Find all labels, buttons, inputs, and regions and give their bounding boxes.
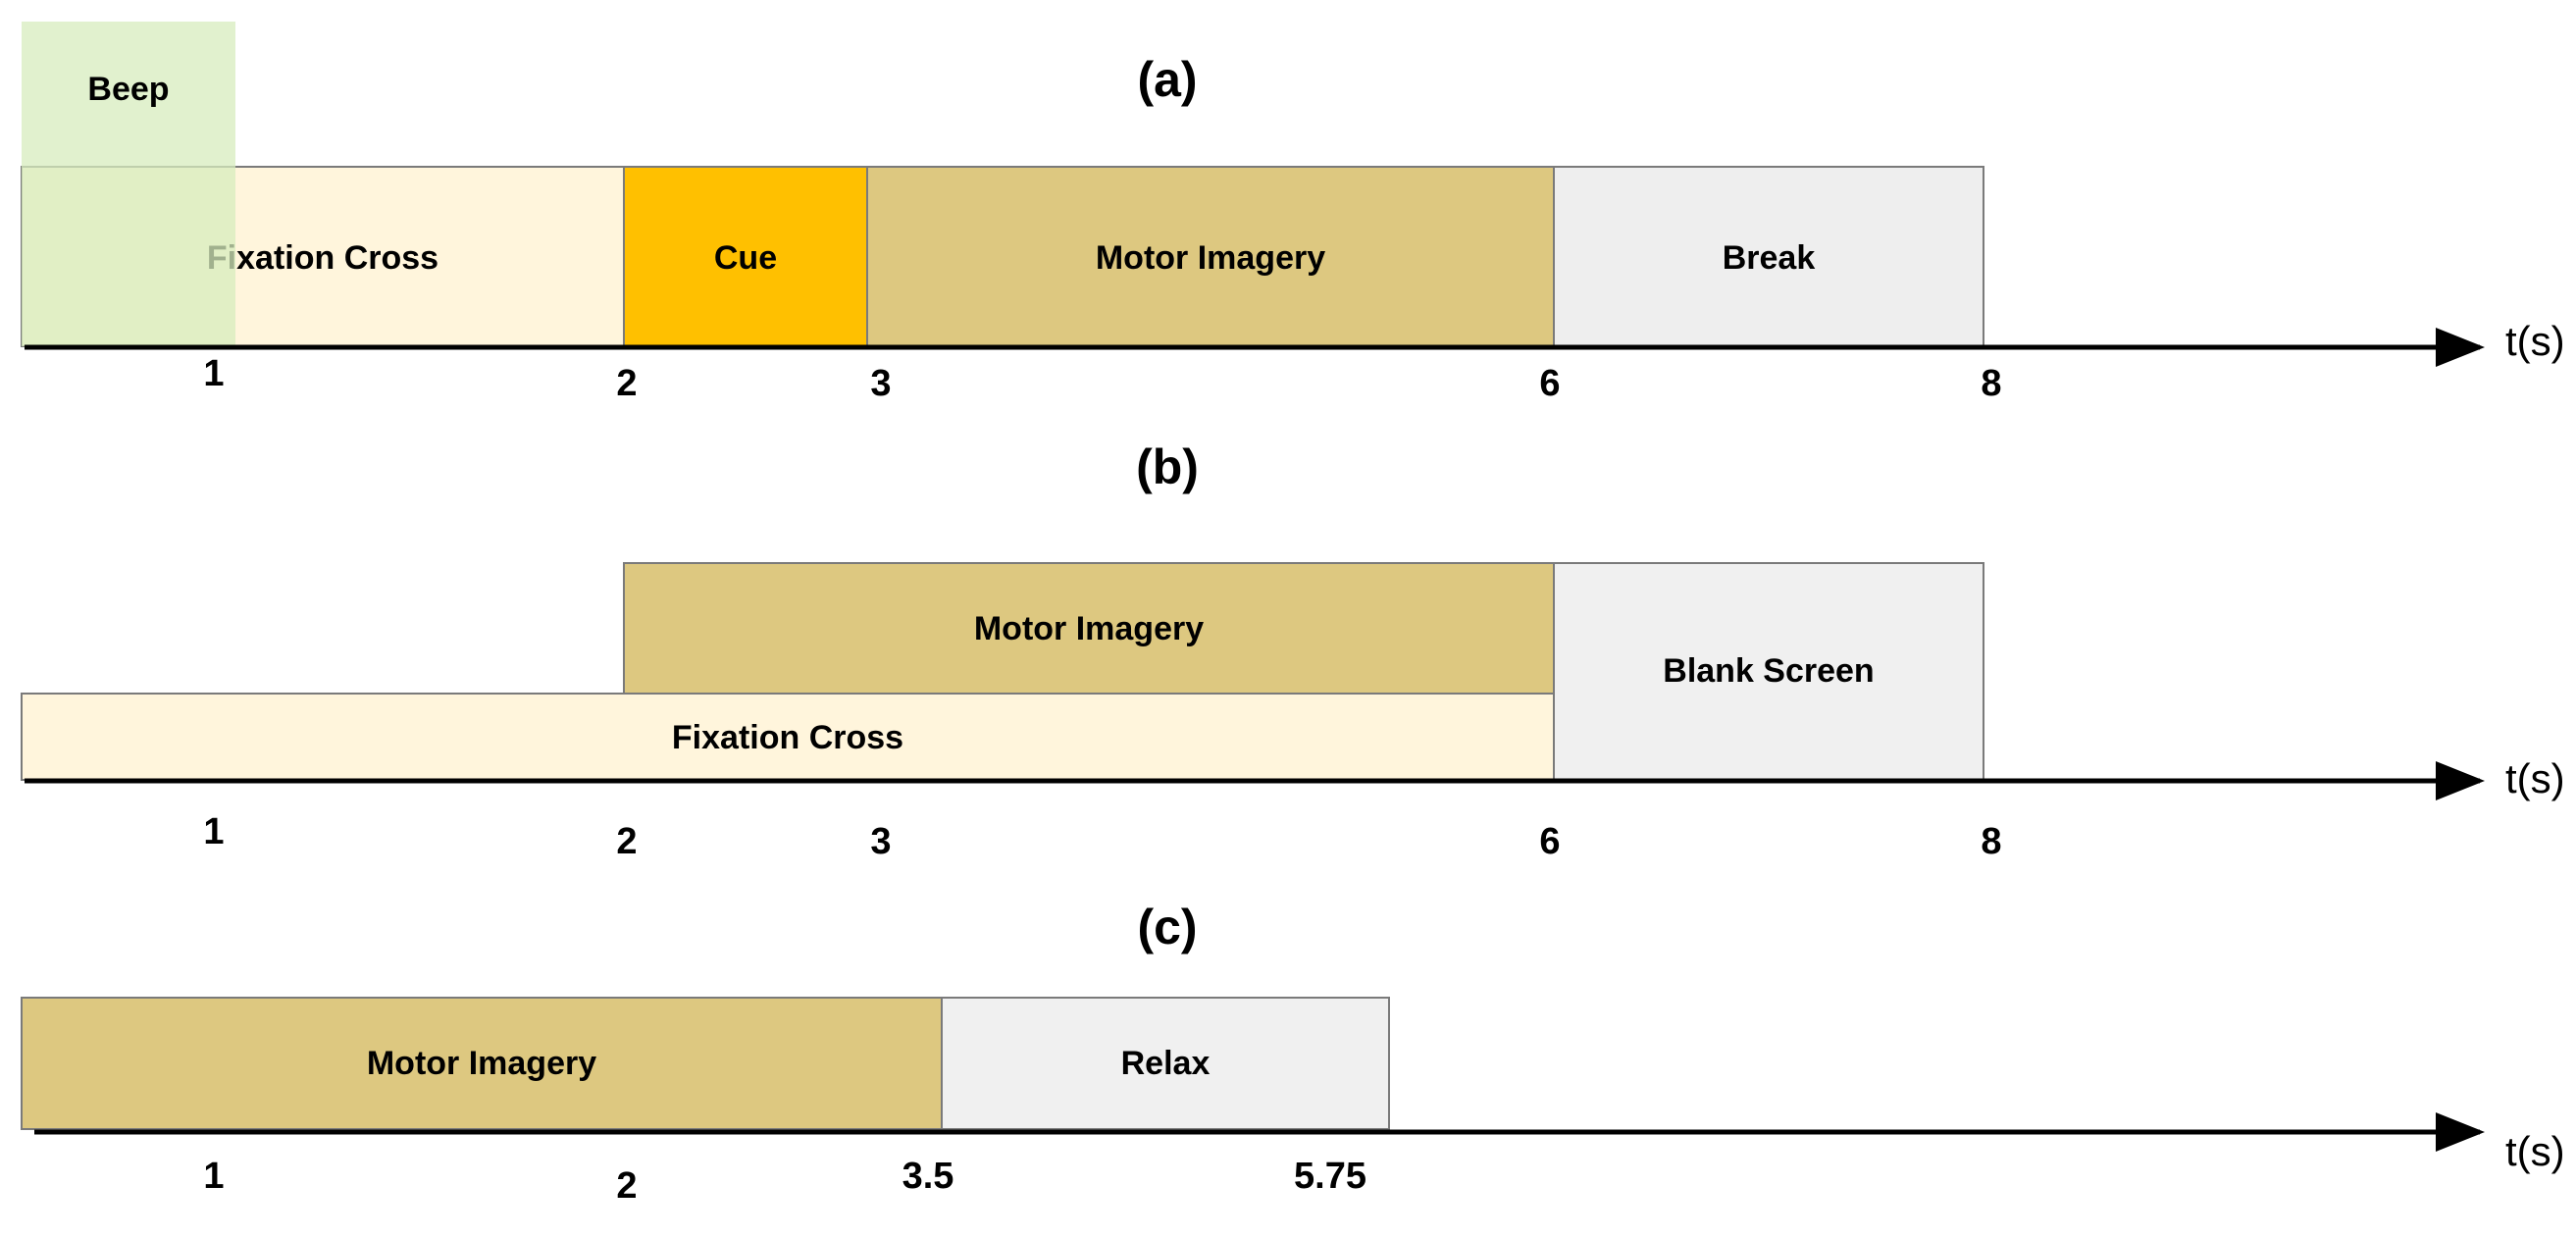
block-fixation-cross-label: Fixation Cross [672, 719, 903, 756]
tick-label-c-3-5: 3.5 [902, 1156, 954, 1197]
tick-label-b-6: 6 [1539, 821, 1560, 862]
tick-label-c-5-75: 5.75 [1294, 1156, 1366, 1197]
axis-label-c: t(s) [2505, 1128, 2565, 1174]
tick-label-b-1: 1 [203, 811, 224, 852]
block-relax [941, 997, 1390, 1130]
panel-label-a: (a) [1137, 52, 1197, 107]
tick-label-b-3: 3 [870, 821, 891, 862]
block-beep [22, 22, 235, 346]
tick-label-a-6: 6 [1539, 363, 1560, 404]
block-break [1553, 166, 1984, 347]
block-relax-label: Relax [1121, 1045, 1211, 1082]
tick-label-c-2: 2 [616, 1165, 637, 1207]
panel-b: (b) Motor Imagery Fixation Cross Blank S… [21, 439, 2565, 862]
panel-c: (c) Motor Imagery Relax t(s) 1 2 3.5 5.7… [21, 900, 2565, 1207]
block-blank-screen [1553, 562, 1984, 781]
block-motor-imagery-label: Motor Imagery [974, 610, 1204, 647]
panel-a: (a) Fixation Cross Cue Motor Imagery Bre… [21, 22, 2565, 404]
panel-label-b: (b) [1136, 439, 1199, 494]
tick-label-b-8: 8 [1981, 821, 2001, 862]
block-motor-imagery-label: Motor Imagery [1096, 239, 1325, 277]
block-fixation-cross [21, 693, 1555, 781]
block-fixation-cross-label: Fixation Cross [207, 239, 438, 277]
block-motor-imagery [866, 166, 1555, 347]
axis-label-b: t(s) [2505, 755, 2565, 801]
block-cue-label: Cue [714, 239, 777, 277]
tick-label-a-3: 3 [870, 363, 891, 404]
tick-label-c-1: 1 [203, 1156, 224, 1197]
block-break-label: Break [1723, 239, 1816, 277]
block-beep-label: Beep [87, 71, 169, 108]
block-blank-screen-label: Blank Screen [1663, 652, 1874, 690]
tick-label-a-1: 1 [203, 353, 224, 394]
block-cue [623, 166, 868, 347]
tick-label-a-2: 2 [616, 363, 637, 404]
axis-label-a: t(s) [2505, 318, 2565, 364]
block-motor-imagery [623, 562, 1555, 695]
tick-label-a-8: 8 [1981, 363, 2001, 404]
tick-label-b-2: 2 [616, 821, 637, 862]
panel-label-c: (c) [1137, 900, 1197, 954]
block-motor-imagery-label: Motor Imagery [367, 1045, 596, 1082]
